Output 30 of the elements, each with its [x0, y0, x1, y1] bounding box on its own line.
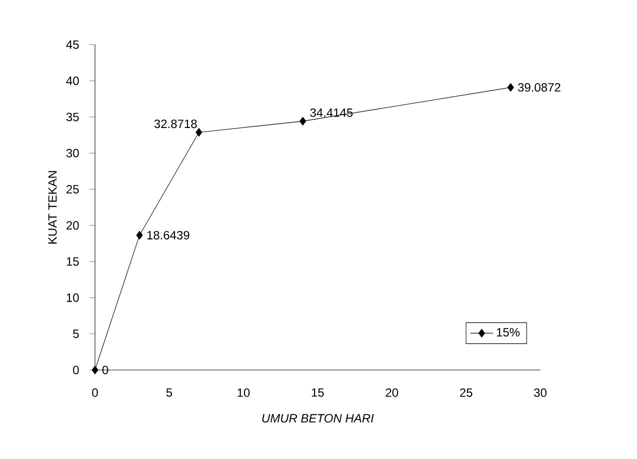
y-tick-label: 25 [66, 184, 79, 194]
y-tick-label: 15 [66, 257, 79, 266]
y-tick-label: 40 [66, 76, 79, 86]
x-tick-label: 15 [312, 388, 324, 397]
x-tick-label: 30 [534, 388, 547, 397]
y-tick-label: 0 [73, 366, 79, 374]
point [300, 116, 306, 126]
data-label: 18.6439 [147, 230, 190, 240]
y-tick-label: 10 [66, 293, 79, 302]
data-label: 32.8718 [154, 120, 197, 128]
x-tick-label: 25 [460, 388, 472, 397]
data-label: 0 [102, 366, 108, 374]
x-tick-label: 20 [386, 388, 398, 397]
legend-label: 15% [496, 328, 520, 336]
point [507, 83, 514, 92]
y-tick-label: 20 [66, 221, 79, 230]
x-axis-title: UMUR BETON HARI [262, 414, 374, 423]
y-tick-label: 5 [73, 330, 79, 338]
x-tick-label: 0 [92, 388, 98, 397]
x-tick-label: 5 [166, 388, 172, 397]
point [196, 128, 202, 137]
y-tick-label: 45 [66, 40, 79, 49]
data-label: 34.4145 [310, 108, 353, 117]
point [136, 230, 143, 240]
data-label: 39.0872 [518, 83, 560, 92]
point [92, 366, 98, 374]
y-axis-title: KUAT TEKAN [48, 171, 57, 244]
y-tick-label: 35 [66, 112, 79, 122]
x-tick-label: 10 [238, 388, 250, 397]
y-tick-label: 30 [66, 148, 79, 158]
